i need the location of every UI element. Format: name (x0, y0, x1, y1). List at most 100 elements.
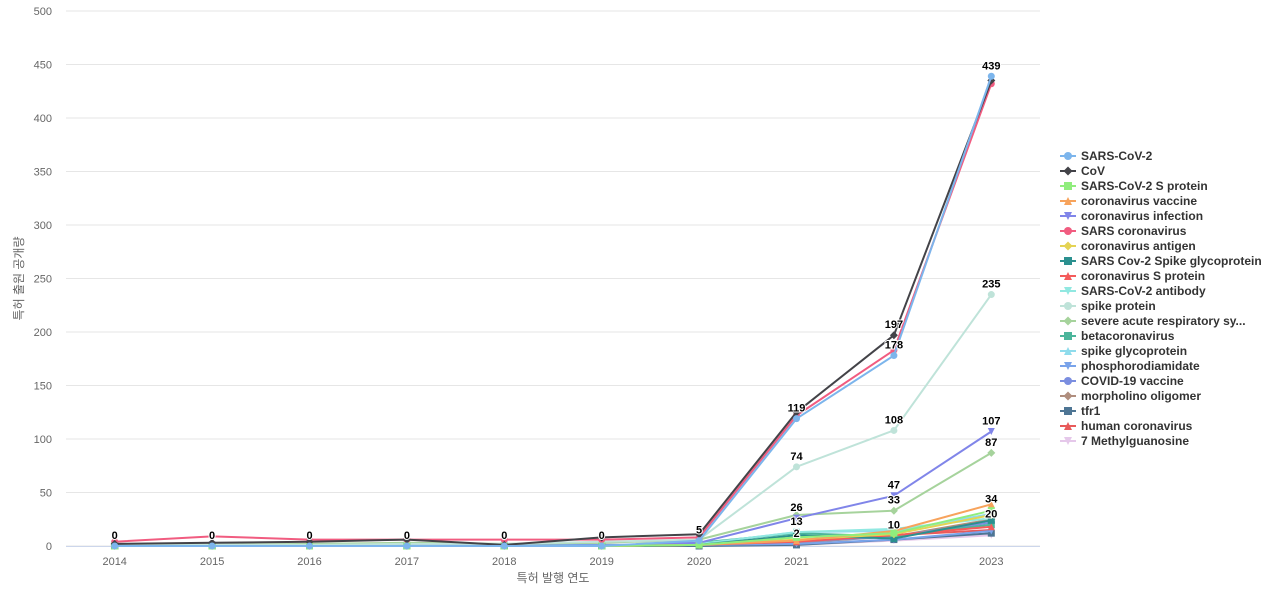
data-point (987, 516, 995, 524)
data-label: 0 (209, 530, 215, 542)
data-point (889, 331, 898, 340)
data-point (695, 537, 703, 545)
data-label: 2 (793, 528, 799, 540)
legend-marker (1064, 152, 1072, 160)
x-tick-label: 2020 (687, 556, 711, 568)
data-point (793, 463, 800, 471)
legend-marker (1064, 302, 1072, 310)
legend-label: coronavirus S protein (1081, 269, 1205, 283)
data-point (793, 415, 800, 423)
y-tick-label: 50 (40, 488, 52, 500)
data-point (208, 542, 216, 550)
x-axis: 2014 2015 2016 2017 2018 2019 2020 2021 2022 2023 (102, 556, 1003, 568)
y-axis-title: 특허 출원 공개량 (12, 237, 26, 321)
data-label: 0 (112, 530, 118, 542)
y-axis: 0 50 100 150 200 250 300 350 400 450 500 (34, 6, 52, 553)
legend-label: spike protein (1081, 299, 1156, 313)
x-tick-label: 2017 (395, 556, 419, 568)
series-5 (111, 80, 995, 546)
legend-label: coronavirus vaccine (1081, 194, 1197, 208)
data-point (306, 542, 313, 550)
legend-label: morpholino oligomer (1081, 389, 1201, 403)
y-tick-label: 200 (34, 327, 52, 339)
legend-item[interactable]: severe acute respiratory sy... (1060, 314, 1246, 328)
legend-item[interactable]: coronavirus vaccine (1060, 194, 1197, 208)
legend-marker (1064, 287, 1072, 295)
series-10 (111, 291, 995, 549)
x-tick-label: 2018 (492, 556, 516, 568)
data-label: 0 (599, 530, 605, 542)
legend-marker (1064, 257, 1072, 265)
legend-item[interactable]: SARS-CoV-2 S protein (1060, 179, 1208, 193)
legend-item[interactable]: spike protein (1060, 299, 1156, 313)
y-tick-label: 450 (34, 60, 52, 72)
legend-item[interactable]: tfr1 (1060, 404, 1101, 418)
y-tick-label: 300 (34, 220, 52, 232)
legend-item[interactable]: betacoronavirus (1060, 329, 1175, 343)
data-point (597, 533, 606, 542)
y-tick-label: 0 (46, 541, 52, 553)
data-label: 0 (404, 530, 410, 542)
data-point (987, 510, 996, 519)
legend-item[interactable]: CoV (1060, 164, 1105, 178)
data-point (987, 428, 995, 436)
legend-marker (1064, 377, 1072, 385)
data-label: 5 (696, 525, 702, 537)
data-label: 13 (790, 516, 802, 528)
legend-label: human coronavirus (1081, 419, 1193, 433)
data-point (695, 541, 703, 549)
series-line (114, 294, 993, 546)
data-point (889, 506, 898, 515)
gridlines (66, 10, 1040, 547)
legend-marker (1063, 166, 1073, 176)
data-label: 0 (501, 530, 507, 542)
x-tick-label: 2019 (589, 556, 613, 568)
legend-item[interactable]: SARS Cov-2 Spike glycoprotein (1060, 254, 1262, 268)
y-tick-label: 250 (34, 274, 52, 286)
legend-item[interactable]: coronavirus infection (1060, 209, 1203, 223)
data-label: 74 (790, 451, 803, 463)
data-label: 108 (885, 414, 903, 426)
legend-label: severe acute respiratory sy... (1081, 314, 1246, 328)
legend-item[interactable]: human coronavirus (1060, 419, 1193, 433)
data-point (987, 500, 995, 508)
x-tick-label: 2016 (297, 556, 321, 568)
legend-item[interactable]: SARS-CoV-2 (1060, 149, 1153, 163)
data-label: 235 (982, 279, 1000, 291)
data-label: 34 (985, 494, 998, 506)
data-label: 26 (790, 502, 802, 514)
data-label: 178 (885, 340, 903, 352)
legend-marker (1064, 272, 1072, 280)
y-tick-label: 100 (34, 434, 52, 446)
data-point (793, 514, 800, 522)
data-label: 10 (888, 519, 900, 531)
data-label: 119 (788, 403, 806, 415)
legend-label: tfr1 (1081, 404, 1101, 418)
legend-marker (1064, 362, 1072, 370)
legend-item[interactable]: phosphorodiamidate (1060, 359, 1200, 373)
legend-item[interactable]: SARS coronavirus (1060, 224, 1187, 238)
legend-item[interactable]: COVID-19 vaccine (1060, 374, 1184, 388)
legend-label: coronavirus antigen (1081, 239, 1196, 253)
legend-label: SARS coronavirus (1081, 224, 1187, 238)
legend-label: SARS-CoV-2 antibody (1081, 284, 1206, 298)
legend-label: SARS-CoV-2 (1081, 149, 1153, 163)
legend-item[interactable]: coronavirus S protein (1060, 269, 1205, 283)
legend-item[interactable]: spike glycoprotein (1060, 344, 1187, 358)
legend-marker (1064, 182, 1072, 190)
data-point (890, 352, 898, 360)
legend-item[interactable]: coronavirus antigen (1060, 239, 1196, 253)
data-point (890, 426, 898, 434)
legend-item[interactable]: 7 Methylguanosine (1060, 434, 1189, 448)
y-tick-label: 400 (34, 113, 52, 125)
legend-marker (1063, 241, 1073, 251)
data-point (890, 492, 898, 500)
legend-item[interactable]: morpholino oligomer (1060, 389, 1201, 403)
legend-item[interactable]: SARS-CoV-2 antibody (1060, 284, 1206, 298)
data-point (987, 72, 995, 80)
legend-marker (1064, 347, 1072, 355)
legend-marker (1064, 227, 1072, 235)
